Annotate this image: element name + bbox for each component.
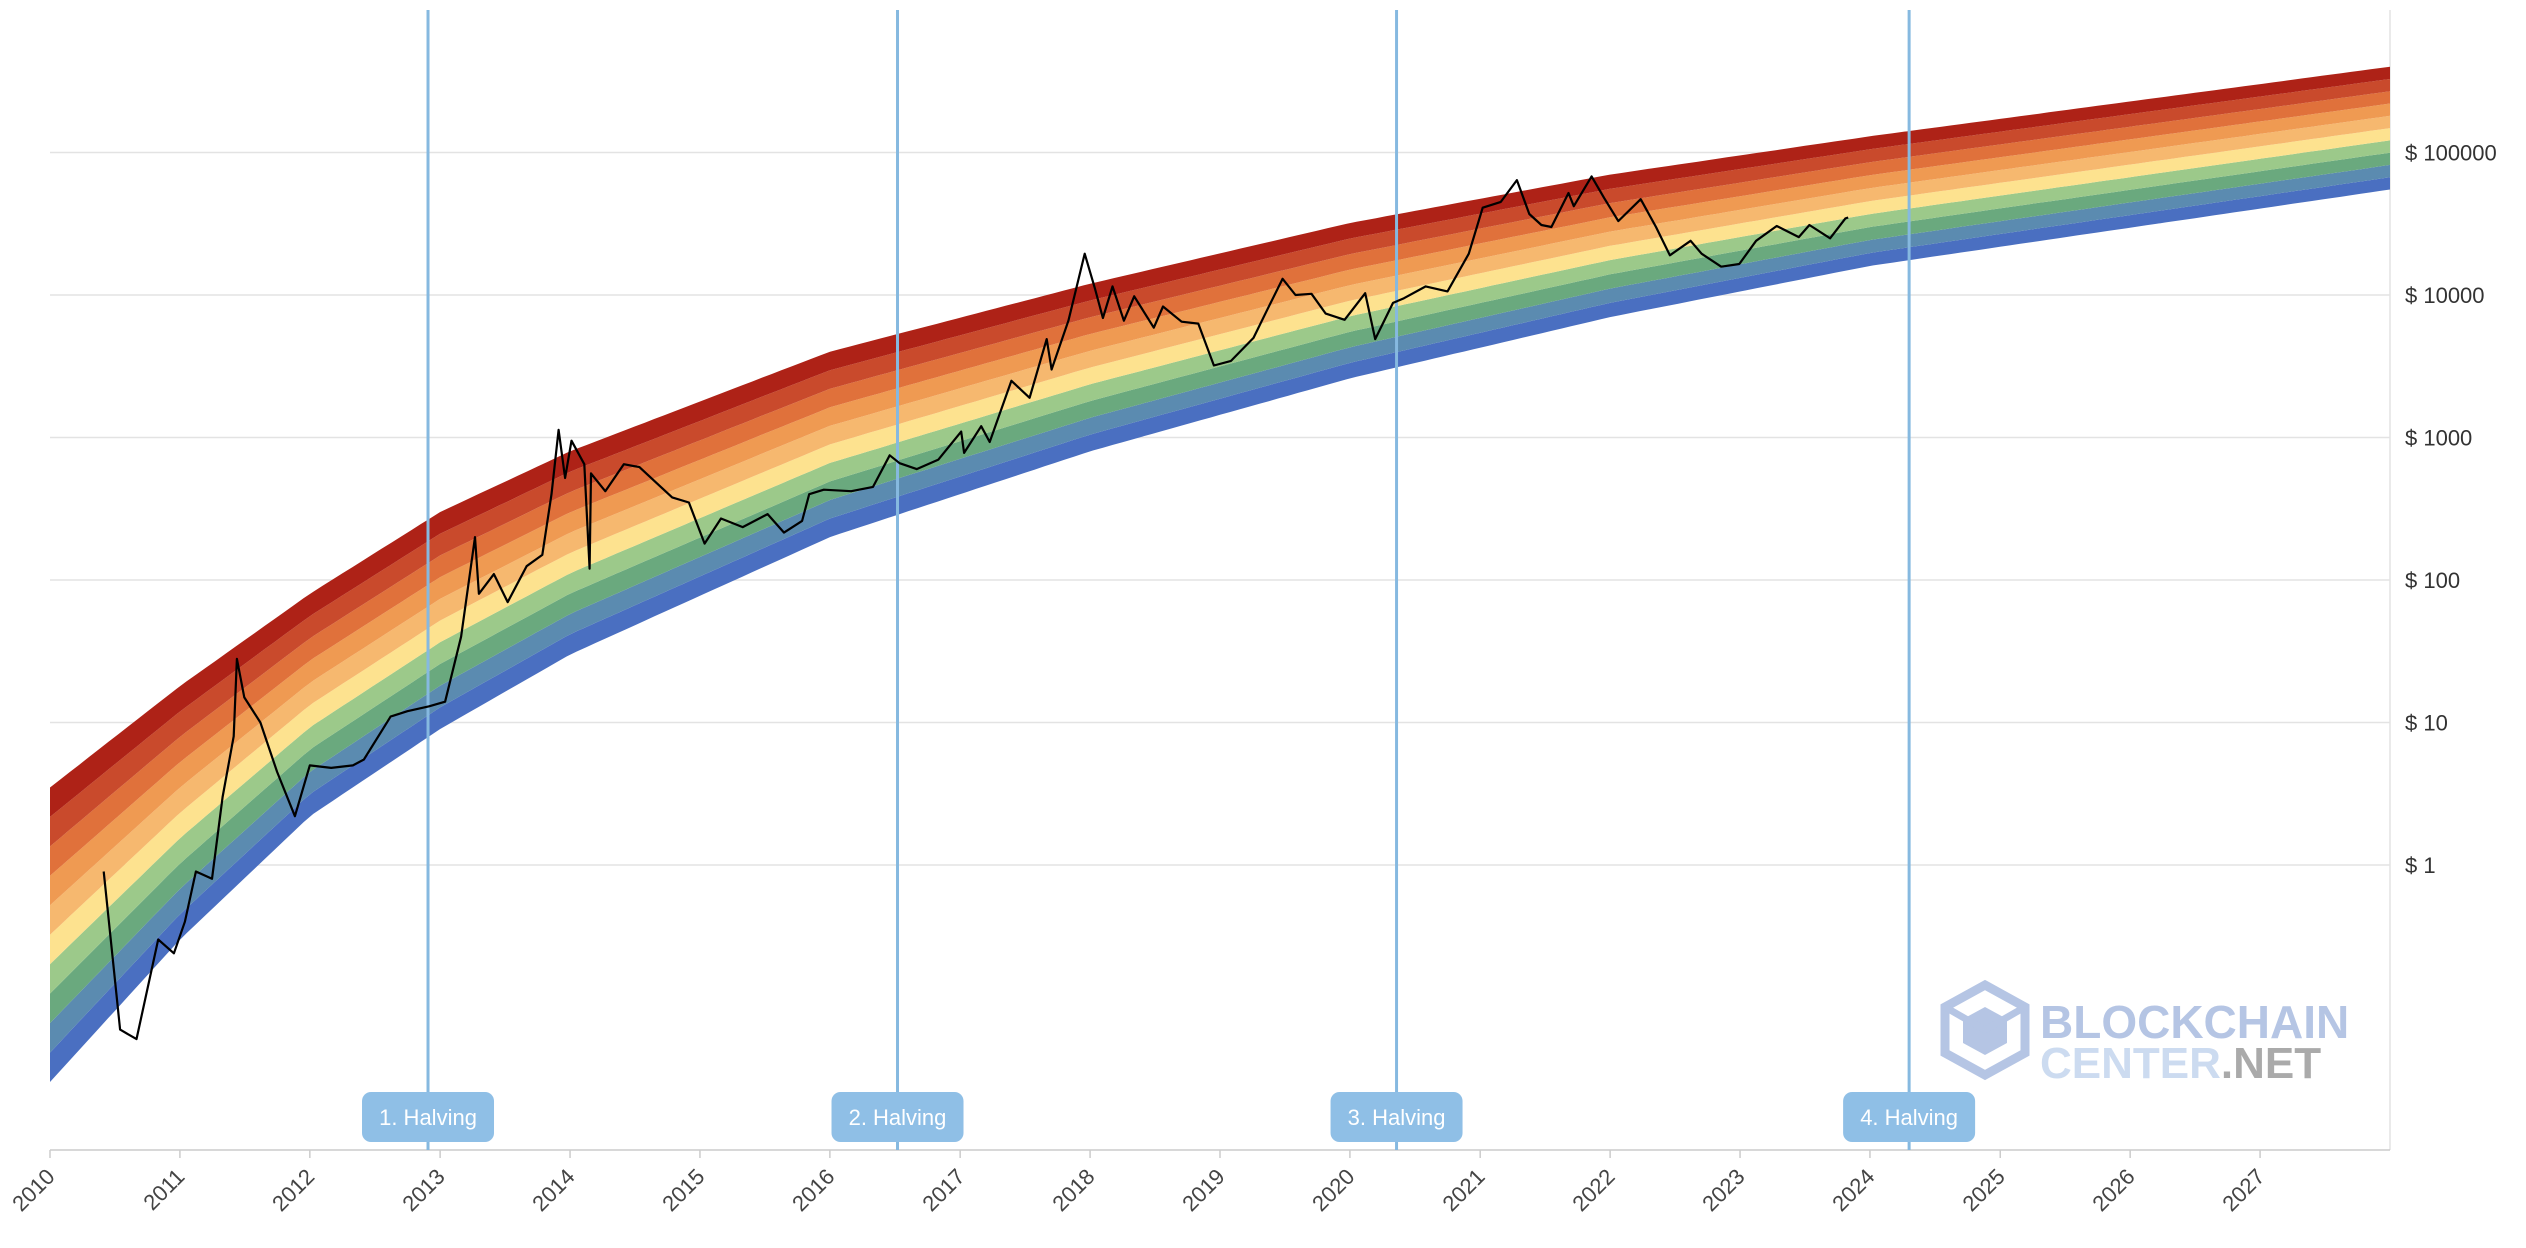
x-tick-label: 2011 [138, 1164, 189, 1215]
x-tick-label: 2012 [267, 1164, 319, 1216]
x-tick-label: 2016 [787, 1164, 839, 1216]
halving-label-box [1330, 1092, 1463, 1142]
watermark-line2-net: .NET [2221, 1039, 2321, 1088]
x-tick-label: 2023 [1697, 1164, 1749, 1216]
halving-label-text: 2. Halving [849, 1105, 947, 1130]
y-tick-label: $ 10 [2405, 711, 2448, 736]
x-tick-label: 2024 [1827, 1164, 1879, 1216]
halving-labels: 1. Halving 2. Halving 3. Halving 4. Halving [362, 1092, 1976, 1142]
x-tick-label: 2025 [1957, 1164, 2009, 1216]
x-tick-label: 2022 [1567, 1164, 1619, 1216]
halving-label-box [831, 1092, 964, 1142]
x-tick-label: 2015 [657, 1164, 709, 1216]
x-tick-label: 2017 [917, 1164, 969, 1216]
x-tick-label: 2014 [527, 1164, 579, 1216]
price-line-0 [102, 175, 1849, 1041]
halving-label-text: 4. Halving [1860, 1105, 1958, 1130]
watermark-line2: CENTER.NET [2040, 1039, 2321, 1088]
x-tick-label: 2013 [397, 1164, 449, 1216]
x-tick-label: 2019 [1177, 1164, 1229, 1216]
halving-label-4: 4. Halving [1843, 1092, 1976, 1142]
x-tick-label: 2021 [1437, 1164, 1489, 1216]
halving-label-2: 2. Halving [831, 1092, 964, 1142]
halving-lines [426, 10, 1911, 1150]
x-tick-label: 2010 [7, 1164, 59, 1216]
blockchain-center-watermark: BLOCKCHAIN CENTER.NET [1940, 979, 2349, 1088]
y-axis: $ 1 $ 10 $ 100 $ 1000 $ 10000 $ 100000 [2405, 141, 2497, 879]
halving-label-1: 1. Halving [362, 1092, 495, 1142]
y-tick-label: $ 100000 [2405, 141, 2497, 166]
x-tick-label: 2018 [1047, 1164, 1099, 1216]
halving-label-box [362, 1092, 495, 1142]
y-tick-label: $ 1 [2405, 853, 2436, 878]
x-tick-label: 2027 [2217, 1164, 2269, 1216]
watermark-line1: BLOCKCHAIN [2040, 996, 2349, 1048]
x-tick-label: 2020 [1307, 1164, 1359, 1216]
halving-label-text: 3. Halving [1348, 1105, 1446, 1130]
halving-label-3: 3. Halving [1330, 1092, 1463, 1142]
halving-label-text: 1. Halving [379, 1105, 477, 1130]
watermark-line2-center: CENTER [2040, 1039, 2221, 1088]
x-axis: 2010 2011 2012 2013 2014 2015 2016 2017 2018 2019… [7, 1150, 2270, 1216]
y-tick-label: $ 100 [2405, 568, 2460, 593]
price-series [102, 175, 1849, 1041]
y-tick-label: $ 1000 [2405, 426, 2472, 451]
rainbow-bands [50, 66, 2390, 1082]
blockchain-cube-icon [1940, 979, 2030, 1081]
halving-label-box [1843, 1092, 1976, 1142]
y-tick-label: $ 10000 [2405, 283, 2485, 308]
x-tick-label: 2026 [2087, 1164, 2139, 1216]
